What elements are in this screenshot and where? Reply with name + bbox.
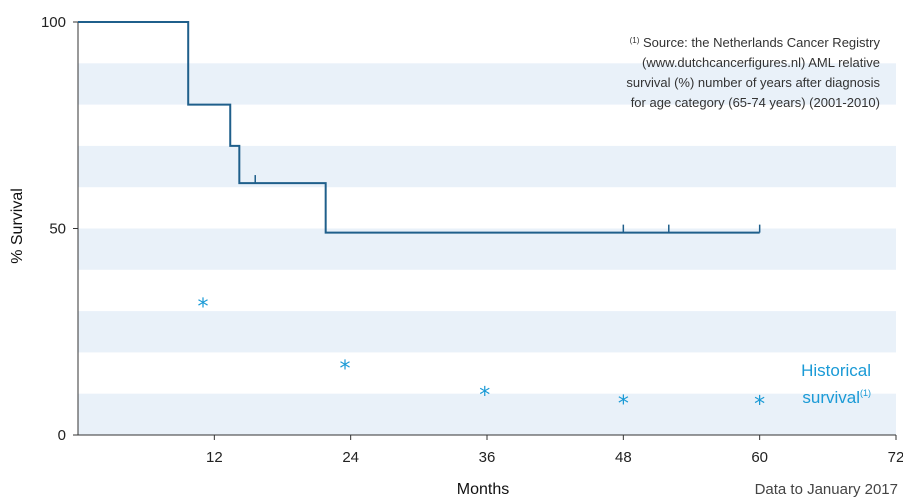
y-tick-label-100: 100 [41,14,66,31]
axes [73,21,897,440]
historical-point-2: * [479,384,490,409]
historical-survival-label: Historical survival(1) [801,361,871,407]
data-date-note: Data to January 2017 [755,481,898,497]
band-30 [78,311,896,353]
historical-label-line1: Historical [801,361,871,380]
historical-survival-points: * * * * * [197,295,765,418]
x-tick-label-36: 36 [479,449,496,466]
historical-point-0: * [197,295,208,320]
band-70 [78,145,896,188]
source-note-sup: (1) [630,36,640,45]
km-step-line [78,21,760,234]
historical-point-4: * [754,393,765,418]
censor-marks [254,175,761,233]
x-tick-label-72: 72 [888,449,903,466]
source-note-line3: survival (%) number of years after diagn… [626,75,880,90]
y-tick-label-0: 0 [58,427,66,444]
band-50 [78,228,896,270]
x-tick-label-12: 12 [206,449,223,466]
svg-text:(1) Source: the Netherlands Ca: (1) Source: the Netherlands Cancer Regis… [630,35,881,50]
band-10 [78,393,896,435]
source-note-line1: Source: the Netherlands Cancer Registry [639,35,880,50]
band-90 [78,63,896,105]
svg-text:survival(1): survival(1) [802,388,871,407]
x-tick-label-60: 60 [751,449,768,466]
kaplan-meier-curve [78,21,760,234]
historical-label-sup: (1) [860,388,871,398]
historical-label-line2: survival [802,388,860,407]
source-note-line2: (www.dutchcancerfigures.nl) AML relative [642,55,880,70]
y-tick-label-50: 50 [49,221,66,238]
x-tick-label-24: 24 [342,449,359,466]
tick-labels: 12 24 36 48 60 72 0 50 100 [41,14,903,466]
x-axis-title: Months [457,481,509,497]
background-bands [78,63,896,435]
source-note-line4: for age category (65-74 years) (2001-201… [631,95,880,110]
y-axis-title: % Survival [9,188,26,264]
x-tick-label-48: 48 [615,449,632,466]
historical-point-3: * [618,392,629,417]
source-note: (1) Source: the Netherlands Cancer Regis… [626,35,880,110]
historical-point-1: * [339,357,350,382]
